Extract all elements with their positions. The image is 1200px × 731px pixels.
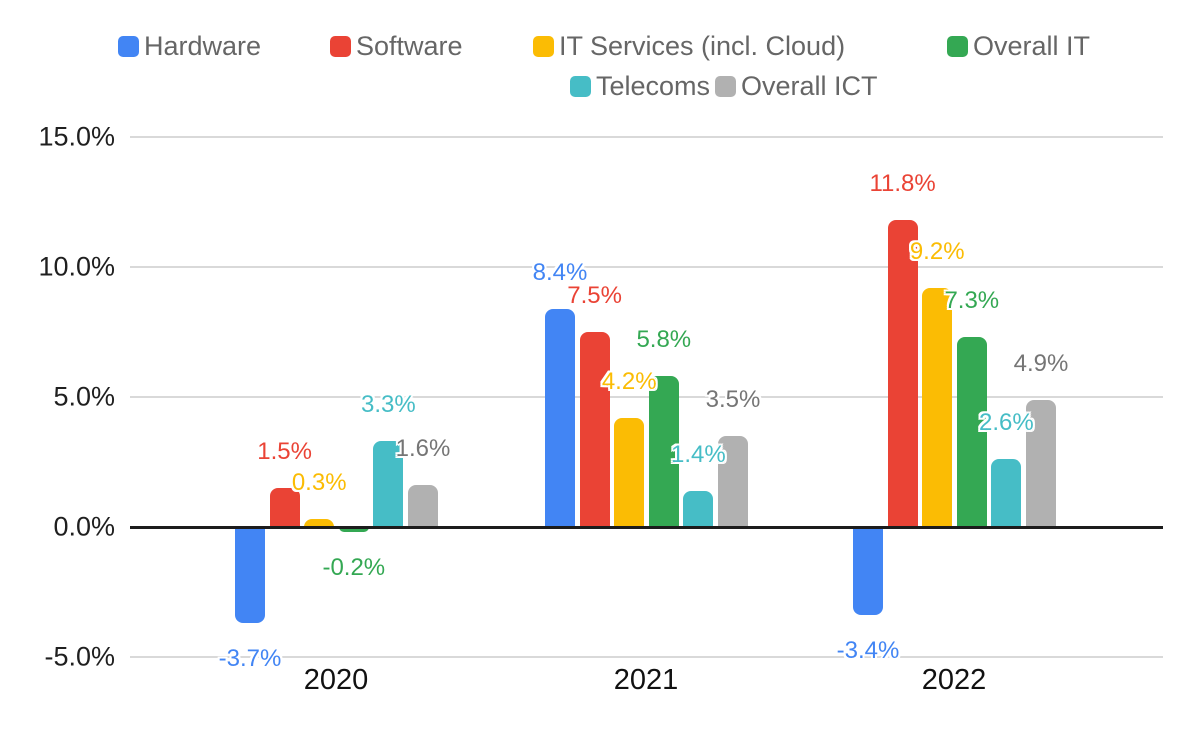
- legend-swatch-icon: [118, 35, 139, 57]
- y-axis-tick-label: 5.0%: [53, 381, 115, 412]
- value-label-overall-ict-2022: 4.9%: [1013, 349, 1069, 377]
- value-label-it-services-incl-cloud-2020: 0.3%: [291, 469, 347, 497]
- bar-software-2020: [269, 488, 300, 527]
- bar-it-services-incl-cloud-2021: [614, 417, 645, 527]
- legend-item-hardware: Hardware: [118, 30, 262, 61]
- legend-label: IT Services (incl. Cloud): [559, 30, 846, 61]
- value-label-overall-it-2021: 5.8%: [636, 326, 692, 354]
- value-label-overall-ict-2021: 3.5%: [705, 386, 761, 413]
- bar-software-2021: [579, 332, 610, 527]
- bar-it-services-incl-cloud-2022: [922, 287, 953, 527]
- legend-item-software: Software: [330, 30, 463, 61]
- bar-overall-ict-2022: [1026, 399, 1056, 527]
- bar-telecoms-2021: [683, 490, 714, 527]
- legend-swatch-icon: [570, 75, 591, 97]
- category-label-2021: 2021: [613, 664, 679, 696]
- gridline--5: [130, 656, 1163, 658]
- bar-overall-it-2022: [956, 337, 987, 527]
- value-label-hardware-2020: -3.7%: [218, 645, 282, 673]
- bar-it-services-incl-cloud-2020: [304, 519, 335, 527]
- value-label-telecoms-2022: 2.6%: [979, 409, 1034, 437]
- bar-hardware-2022: [853, 527, 883, 616]
- category-label-2020: 2020: [303, 664, 369, 696]
- value-label-software-2020: 1.5%: [257, 438, 312, 465]
- y-axis-tick-label: 15.0%: [38, 121, 115, 152]
- bar-telecoms-2020: [373, 441, 404, 527]
- bar-overall-it-2020: [338, 527, 369, 533]
- legend-item-overall-ict: Overall ICT: [715, 70, 878, 101]
- value-label-software-2022: 11.8%: [869, 170, 936, 198]
- value-label-telecoms-2020: 3.3%: [361, 391, 416, 419]
- gridline-5: [130, 396, 1163, 398]
- value-label-hardware-2022: -3.4%: [836, 637, 900, 665]
- value-label-overall-it-2022: 7.3%: [944, 287, 1000, 315]
- legend-item-overall-it: Overall IT: [947, 30, 1091, 61]
- legend-label: Overall IT: [973, 30, 1091, 61]
- legend-item-it-services-incl-cloud: IT Services (incl. Cloud): [533, 30, 846, 61]
- y-axis-tick-label: 10.0%: [38, 251, 115, 282]
- bar-overall-ict-2020: [408, 485, 438, 527]
- bar-overall-it-2021: [648, 376, 679, 527]
- gridline-15: [130, 136, 1163, 138]
- legend-swatch-icon: [947, 35, 968, 57]
- value-label-software-2021: 7.5%: [567, 282, 622, 309]
- legend-label: Hardware: [144, 30, 262, 61]
- bar-overall-ict-2021: [718, 436, 748, 527]
- legend-label: Overall ICT: [741, 70, 878, 101]
- y-axis-tick-label: 0.0%: [53, 511, 115, 542]
- gridline-10: [130, 266, 1163, 268]
- legend-swatch-icon: [330, 35, 351, 57]
- legend-label: Telecoms: [596, 70, 711, 101]
- bar-hardware-2020: [235, 527, 265, 624]
- value-label-it-services-incl-cloud-2021: 4.2%: [601, 367, 657, 395]
- value-label-hardware-2021: 8.4%: [532, 258, 588, 286]
- value-label-overall-ict-2020: 1.6%: [395, 435, 451, 463]
- legend-swatch-icon: [715, 75, 736, 97]
- y-axis-tick-label: -5.0%: [44, 641, 115, 672]
- legend-label: Software: [356, 30, 463, 61]
- bar-telecoms-2022: [991, 459, 1022, 527]
- value-label-telecoms-2021: 1.4%: [671, 440, 726, 468]
- value-label-overall-it-2020: -0.2%: [322, 554, 386, 582]
- value-label-it-services-incl-cloud-2022: 9.2%: [909, 237, 965, 265]
- x-axis-zero-line: [130, 525, 1163, 529]
- bar-software-2022: [887, 220, 918, 527]
- category-label-2022: 2022: [921, 664, 987, 696]
- legend-swatch-icon: [533, 35, 554, 57]
- bar-hardware-2021: [545, 308, 575, 527]
- legend-item-telecoms: Telecoms: [570, 70, 711, 101]
